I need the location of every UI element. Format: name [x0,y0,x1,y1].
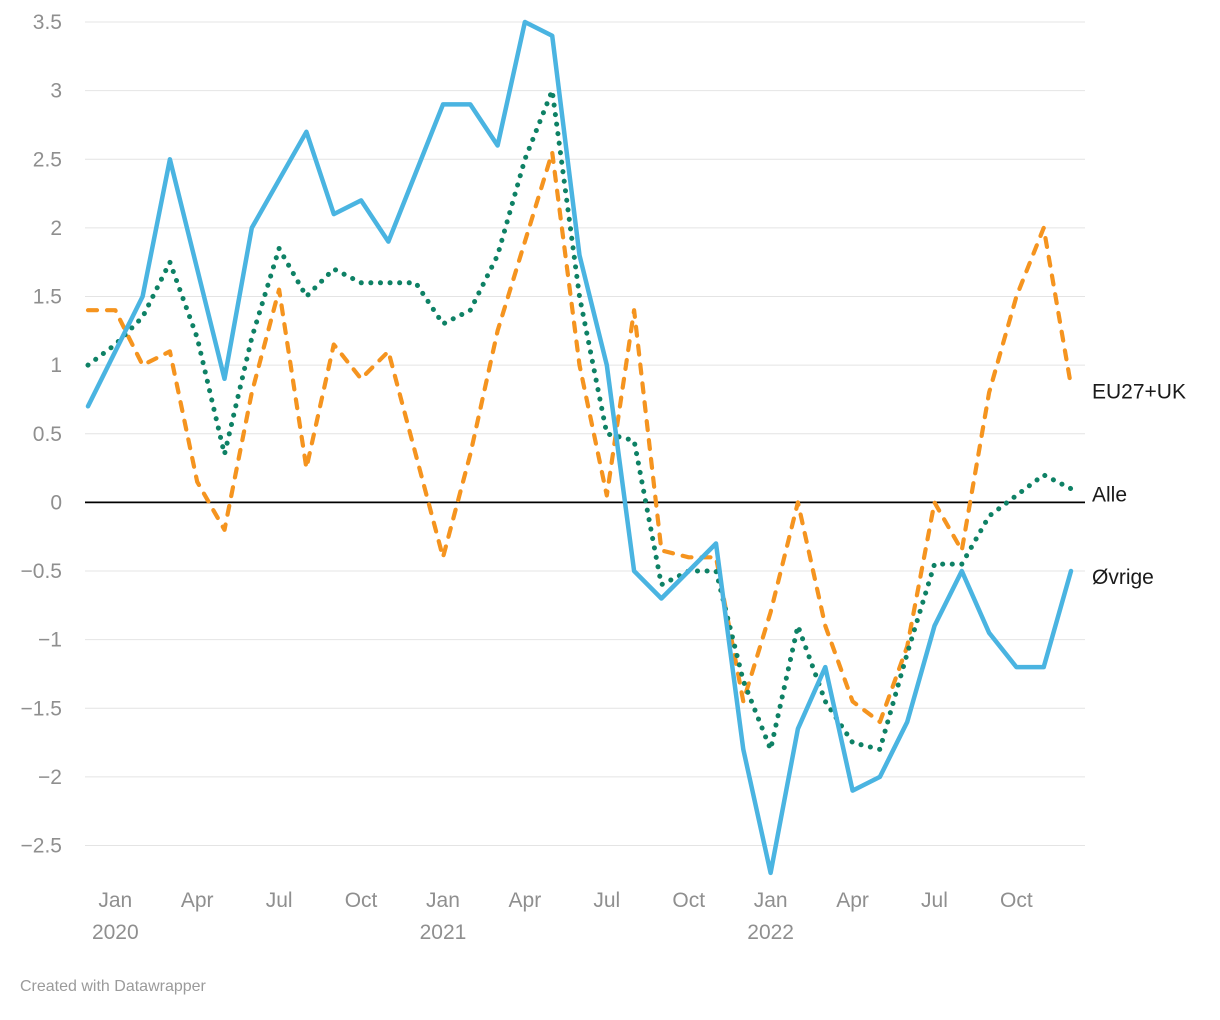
y-tick-label: −0.5 [21,560,62,583]
x-tick-label: Jul [593,889,620,912]
y-tick-label: −2.5 [21,835,62,858]
x-tick-label: Oct [345,889,378,912]
y-tick-label: 2.5 [33,148,62,171]
series-label-alle: Alle [1092,484,1127,507]
y-tick-label: −1.5 [21,697,62,720]
x-tick-year-label: 2021 [420,921,467,944]
y-tick-label: 0.5 [33,423,62,446]
x-tick-label: Apr [836,889,869,912]
series-label-vrige: Øvrige [1092,566,1154,589]
x-tick-label: Jan [754,889,788,912]
x-tick-year-label: 2022 [747,921,794,944]
x-tick-label: Apr [509,889,542,912]
series-line-vrige [85,19,1074,876]
y-tick-label: 2 [50,217,62,240]
series-label-eu27uk: EU27+UK [1092,381,1186,404]
y-tick-label: 1.5 [33,286,62,309]
x-tick-label: Jan [98,889,132,912]
x-tick-label: Oct [1000,889,1033,912]
series-line-alle [85,88,1074,752]
x-tick-label: Jul [921,889,948,912]
y-tick-label: 3.5 [33,11,62,34]
y-tick-label: 1 [50,354,62,377]
x-tick-year-label: 2020 [92,921,139,944]
x-tick-label: Jul [266,889,293,912]
x-tick-label: Apr [181,889,214,912]
y-tick-label: −2 [38,766,62,789]
x-tick-label: Jan [426,889,460,912]
y-tick-label: 3 [50,80,62,103]
y-tick-label: −1 [38,629,62,652]
x-tick-label: Oct [672,889,705,912]
y-tick-label: 0 [50,491,62,514]
attribution: Created with Datawrapper [20,978,206,995]
